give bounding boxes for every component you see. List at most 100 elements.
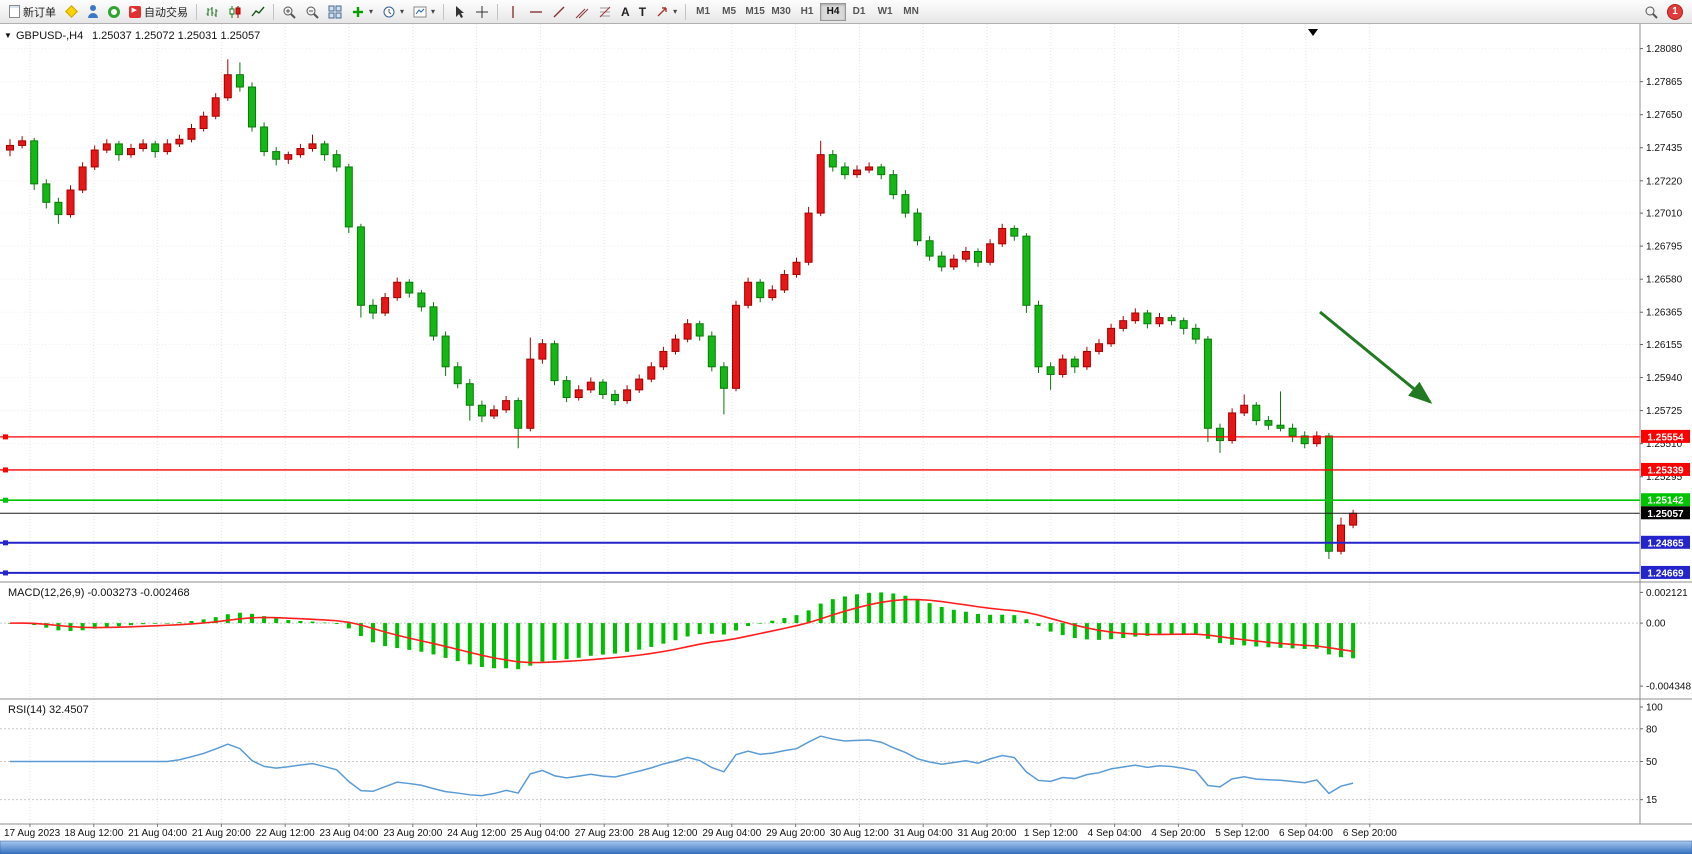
price-tick-label: 1.25510 [1646,439,1683,450]
notification-badge[interactable]: 1 [1667,3,1683,20]
clock-icon [383,6,395,17]
time-axis-label: 29 Aug 04:00 [702,828,761,839]
timeframe-d1-button[interactable]: D1 [846,3,872,21]
timeframe-m15-button[interactable]: M15 [742,3,768,21]
time-axis-label: 27 Aug 23:00 [575,828,634,839]
community-button[interactable] [104,2,124,22]
fibonacci-button[interactable] [594,2,616,22]
search-button[interactable] [1640,2,1662,22]
crosshair-icon [476,5,489,18]
chevron-down-icon: ▾ [431,6,436,16]
bar-chart-icon [206,6,218,17]
time-axis[interactable] [0,824,1640,841]
new-order-button[interactable]: 新订单 [5,2,60,22]
text-tool-button[interactable]: A [617,2,634,22]
time-axis-label: 28 Aug 12:00 [639,828,698,839]
auto-trading-icon [129,5,141,18]
fibonacci-icon [599,6,611,17]
person-icon [87,5,99,18]
timeframe-h1-button[interactable]: H1 [794,3,820,21]
timeframe-m30-button[interactable]: M30 [768,3,794,21]
chevron-down-icon: ▾ [673,6,678,16]
svg-text:1.25554: 1.25554 [1647,432,1684,443]
level-line-1.24865[interactable] [0,540,1640,546]
chart-canvas: 1.28080 1.27865 1.27650 1.27435 1.27220 1.270… [0,24,1692,854]
periods-dropdown[interactable]: ▾ [378,2,408,22]
level-line-1.25142[interactable] [0,497,1640,503]
level-price-badge: 1.24669 [1641,565,1690,579]
auto-trading-button[interactable]: 自动交易 [125,2,192,22]
level-line-1.25339[interactable] [0,467,1640,473]
time-axis-label: 18 Aug 12:00 [64,828,123,839]
bar-chart-button[interactable] [201,2,223,22]
label-tool-button[interactable]: T [635,2,650,22]
time-axis-labels: 17 Aug 2023 18 Aug 12:00 21 Aug 04:00 21 Au… [4,824,1397,839]
cursor-icon [456,5,465,18]
price-tick-label: 1.26365 [1646,308,1683,319]
time-axis-label: 4 Sep 20:00 [1151,828,1205,839]
time-axis-label: 5 Sep 12:00 [1215,828,1269,839]
timeframe-h4-button[interactable]: H4 [820,2,847,21]
level-price-badge: 1.25142 [1641,493,1690,507]
macd-scale-label: -0.004348 [1646,682,1691,693]
tile-windows-button[interactable] [324,2,346,22]
zoom-in-button[interactable] [278,2,300,22]
crosshair-button[interactable] [471,2,493,22]
indicators-dropdown[interactable]: ▾ [347,2,377,22]
search-icon [1645,6,1658,19]
macd-panel-area[interactable] [0,582,1640,699]
level-line-1.25554[interactable] [0,434,1640,440]
candlestick-icon [229,5,241,18]
time-axis-label: 30 Aug 12:00 [830,828,889,839]
zoom-out-button[interactable] [301,2,323,22]
rsi-scale-label: 80 [1646,724,1658,735]
profile-button[interactable] [83,2,103,22]
timeframe-m5-button[interactable]: M5 [716,3,742,21]
main-chart-area[interactable] [0,24,1640,582]
price-tick-label: 1.26580 [1646,275,1683,286]
new-order-label: 新订单 [23,6,56,19]
vertical-line-button[interactable] [502,2,524,22]
diamond-icon [65,5,78,18]
arrows-dropdown[interactable]: ▾ [651,2,681,22]
level-price-badge: 1.24865 [1641,535,1690,549]
add-indicator-icon [353,6,363,17]
horizontal-line-button[interactable] [525,2,547,22]
timeframe-w1-button[interactable]: W1 [872,3,898,21]
rsi-scale-label: 15 [1646,795,1658,806]
time-axis-label: 24 Aug 12:00 [447,828,506,839]
price-tick-label: 1.27010 [1646,209,1683,220]
zoom-in-icon [283,6,296,19]
line-chart-button[interactable] [247,2,269,22]
trend-arrow[interactable] [1319,310,1433,404]
candlestick-series [6,59,1358,559]
timeframe-m1-button[interactable]: M1 [690,3,716,21]
toolbar-separator [497,3,499,20]
horizontal-line-icon [530,10,543,13]
time-axis-label: 17 Aug 2023 [4,828,61,839]
templates-dropdown[interactable]: ▾ [409,2,439,22]
toolbar-separator [443,3,445,20]
trendline-button[interactable] [548,2,570,22]
svg-text:1.24865: 1.24865 [1647,538,1684,549]
auto-trading-label: 自动交易 [144,6,188,19]
channel-button[interactable] [571,2,593,22]
time-axis-label: 31 Aug 04:00 [894,828,953,839]
chart-shift-marker[interactable] [1308,29,1318,36]
cursor-button[interactable] [448,2,470,22]
level-line-1.24669[interactable] [0,570,1640,576]
channel-icon [575,8,589,18]
symbol-dropdown-icon[interactable]: ▼ [4,31,12,40]
timeframe-mn-button[interactable]: MN [898,3,924,21]
macd-histogram [8,592,1356,670]
toolbar-separator [273,3,274,20]
macd-scale-label: 0.002121 [1646,588,1688,599]
horizontal-scrollbar[interactable] [0,840,1692,854]
candlestick-chart-button[interactable] [224,2,246,22]
chevron-down-icon: ▾ [369,6,374,16]
price-tick-label: 1.27650 [1646,110,1683,121]
symbol-label: GBPUSD-,H4 [16,30,83,42]
favorites-button[interactable] [61,2,82,22]
template-icon [413,6,427,17]
